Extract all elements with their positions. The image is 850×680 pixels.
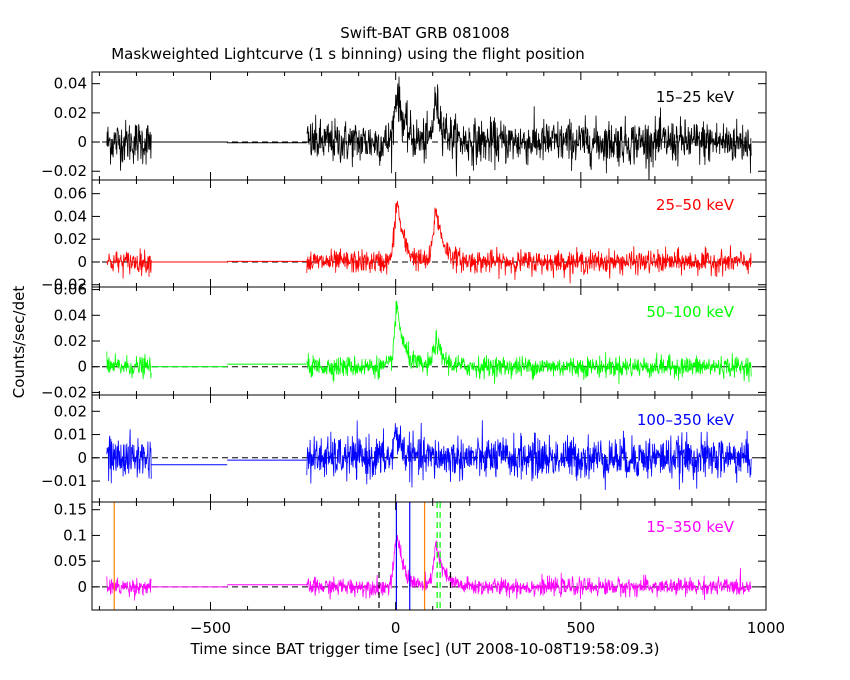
panel-4: −0.01 0 0.01 0.02 100–350 keV — [41, 394, 767, 503]
band-label: 100–350 keV — [637, 411, 735, 429]
y-tick-label: 0 — [77, 253, 87, 271]
panel-2: −0.02 0 0.02 0.04 0.06 25–50 keV — [41, 179, 767, 294]
series-2-segment-2 — [306, 200, 752, 284]
band-label: 50–100 keV — [646, 303, 734, 321]
panel-stack: −0.02 0 0.02 0.04 15–25 keV −0.02 0 0.02 0.04 0.0… — [41, 71, 785, 637]
panel-plot-area — [92, 200, 766, 284]
series-3-segment-1 — [106, 351, 152, 380]
y-tick-label: 0.15 — [54, 501, 87, 519]
panel-1: −0.02 0 0.02 0.04 15–25 keV — [41, 71, 767, 181]
y-tick-label: 0.06 — [54, 281, 87, 299]
series-4-segment-1 — [106, 429, 152, 484]
y-tick-label: 0 — [77, 578, 87, 596]
series-2-segment-1 — [106, 248, 152, 279]
y-tick-label: 0 — [77, 358, 87, 376]
panel-5: 0 0.05 0.1 0.15 15–350 keV — [54, 501, 767, 611]
y-tick-label: −0.01 — [41, 472, 87, 490]
panel-plot-area — [92, 502, 766, 610]
series-5-segment-2 — [306, 535, 752, 601]
y-tick-label: −0.02 — [41, 383, 87, 401]
y-tick-label: 0.01 — [54, 426, 87, 444]
y-tick-label: 0.04 — [54, 75, 87, 93]
y-tick-label: 0.04 — [54, 306, 87, 324]
y-tick-label: 0.1 — [63, 526, 87, 544]
panel-plot-area — [92, 420, 766, 490]
y-tick-label: 0 — [77, 449, 87, 467]
y-tick-label: 0.06 — [54, 185, 87, 203]
chart-subtitle: Maskweighted Lightcurve (1 s binning) us… — [111, 45, 585, 63]
x-tick-label: −500 — [190, 619, 231, 637]
panel-frame — [91, 501, 767, 611]
y-tick-label: 0.02 — [54, 104, 87, 122]
series-4-segment-2 — [306, 420, 752, 490]
x-tick-label: 1000 — [747, 619, 785, 637]
panel-3: −0.02 0 0.02 0.04 0.06 50–100 keV — [41, 281, 767, 401]
band-label: 15–350 keV — [646, 518, 734, 536]
y-tick-label: 0.04 — [54, 207, 87, 225]
x-tick-label: 0 — [391, 619, 401, 637]
y-tick-label: 0.02 — [54, 332, 87, 350]
x-tick-label: 500 — [567, 619, 596, 637]
y-tick-label: 0.02 — [54, 230, 87, 248]
chart-title: Swift-BAT GRB 081008 — [340, 24, 509, 42]
y-tick-label: 0.05 — [54, 552, 87, 570]
y-tick-label: 0.02 — [54, 402, 87, 420]
y-tick-label: 0 — [77, 133, 87, 151]
y-axis-label: Counts/sec/det — [10, 286, 28, 399]
series-1-segment-2 — [306, 76, 752, 180]
panel-plot-area — [92, 76, 766, 180]
x-axis-label: Time since BAT trigger time [sec] (UT 20… — [190, 640, 660, 658]
series-3-segment-2 — [306, 300, 752, 385]
band-label: 15–25 keV — [656, 88, 735, 106]
panel-plot-area — [92, 300, 766, 385]
y-tick-label: −0.02 — [41, 276, 87, 294]
band-label: 25–50 keV — [656, 196, 735, 214]
series-1-segment-1 — [106, 119, 152, 171]
y-tick-label: −0.02 — [41, 162, 87, 180]
